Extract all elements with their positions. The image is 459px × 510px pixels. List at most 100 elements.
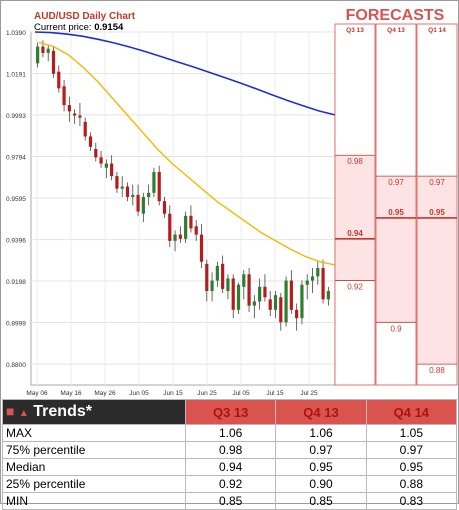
candle-body	[184, 215, 188, 239]
candle-body	[189, 215, 193, 229]
table-cell: 0.85	[275, 492, 367, 510]
table-cell: 0.97	[365, 441, 458, 459]
forecast-value-label: 0.95	[429, 208, 445, 217]
candle-body	[141, 197, 145, 214]
forecast-range	[335, 155, 375, 281]
trends-title: ■ ▲ Trends*	[2, 399, 186, 425]
candle-body	[125, 186, 130, 198]
candle-body	[115, 176, 119, 189]
forecast-value-label: 0.94	[347, 229, 363, 238]
candle-body	[136, 194, 140, 212]
y-tick-label: 0.9595	[6, 196, 26, 203]
x-tick-label: Jul 15	[266, 390, 284, 397]
forecasts-title: FORECASTS	[346, 7, 445, 24]
candle-body	[83, 121, 87, 137]
y-tick-label: 0.9198	[6, 279, 26, 286]
y-tick-label: 0.9993	[6, 113, 26, 120]
x-tick-label: May 06	[26, 390, 48, 397]
forecast-column-header: Q3 13	[346, 27, 364, 34]
forecast-value-label: 0.97	[429, 178, 445, 187]
candle-body	[173, 234, 177, 241]
candle-body	[305, 280, 309, 285]
trends-table: ■ ▲ Trends* Q3 13 Q4 13 Q4 14 MAX 1.06 1.06 1.0…	[2, 399, 458, 510]
candle-body	[178, 234, 182, 239]
y-tick-label: 0.8999	[6, 321, 26, 328]
y-tick-label: 1.0191	[6, 72, 26, 79]
row-label: MAX	[2, 424, 186, 442]
candle-body	[36, 46, 40, 64]
x-tick-label: May 26	[94, 390, 116, 397]
table-cell: 0.94	[184, 458, 277, 476]
y-tick-label: 0.9794	[6, 154, 26, 161]
y-tick-label: 0.9396	[6, 238, 26, 245]
table-cell: 0.95	[275, 458, 367, 476]
candle-body	[147, 192, 151, 198]
candle-body	[162, 201, 167, 214]
candle-body	[73, 113, 77, 116]
table-cell: 0.95	[365, 458, 458, 476]
candle-body	[215, 265, 219, 281]
table-cell: 1.05	[365, 424, 458, 442]
y-tick-label: 1.0390	[6, 30, 26, 37]
table-row: 75% percentile 0.98 0.97 0.97	[2, 441, 458, 459]
row-label: 25% percentile	[2, 475, 186, 493]
x-tick-label: Jun 05	[129, 390, 149, 397]
trends-title-text: Trends*	[33, 402, 92, 420]
current-price: Current price: 0.9154	[34, 22, 124, 33]
table-cell: 1.06	[275, 424, 367, 442]
candle-body	[258, 286, 262, 302]
forecast-value-label: 0.88	[429, 366, 445, 375]
table-cell: 0.98	[184, 441, 277, 459]
candle-body	[99, 157, 103, 164]
candle-body	[310, 276, 315, 281]
table-cell: 0.92	[184, 475, 277, 493]
moving-average-long-line	[34, 31, 336, 116]
candle-body	[242, 274, 246, 287]
forecast-column-header: Q1 14	[428, 27, 446, 34]
candle-body	[300, 284, 304, 319]
candle-body	[236, 284, 241, 310]
candle-body	[263, 286, 267, 298]
candle-body	[279, 297, 283, 323]
candle-body	[252, 301, 256, 306]
current-price-label: Current price:	[34, 22, 92, 33]
trends-column-header: Q3 13	[184, 399, 277, 425]
trends-column-header: Q4 13	[275, 399, 367, 425]
table-row: MAX 1.06 1.06 1.05	[2, 424, 458, 442]
candle-body	[168, 213, 172, 241]
candle-body	[120, 186, 124, 189]
candle-body	[247, 274, 251, 306]
table-cell: 0.97	[275, 441, 367, 459]
candle-body	[157, 171, 161, 202]
candle-body	[205, 263, 209, 292]
candle-body	[226, 278, 230, 292]
candle-body	[67, 105, 71, 112]
candle-body	[51, 50, 56, 74]
candle-body	[295, 309, 299, 319]
candle-body	[210, 280, 214, 292]
table-cell: 0.88	[365, 475, 458, 493]
candle-body	[289, 280, 293, 310]
candle-body	[316, 268, 320, 277]
table-row: 25% percentile 0.92 0.90 0.88	[2, 475, 458, 493]
forecast-value-label: 0.92	[347, 283, 363, 292]
table-cell: 0.90	[275, 475, 367, 493]
candle-body	[326, 291, 330, 300]
candle-body	[231, 278, 235, 310]
current-price-value: 0.9154	[94, 22, 124, 33]
forecast-value-label: 0.9	[390, 324, 402, 333]
row-label: MIN	[2, 492, 186, 510]
table-row: MIN 0.85 0.85 0.83	[2, 492, 458, 510]
trends-header-row: ■ ▲ Trends* Q3 13 Q4 13 Q4 14	[2, 399, 458, 425]
y-tick-label: 0.8800	[6, 362, 26, 369]
row-label: 75% percentile	[2, 441, 186, 459]
candle-body	[152, 171, 156, 193]
x-tick-label: Jun 15	[163, 390, 183, 397]
candle-body	[94, 148, 98, 158]
table-cell: 0.83	[365, 492, 458, 510]
candle-body	[284, 280, 288, 323]
candle-body	[221, 263, 225, 289]
candle-body	[62, 86, 66, 106]
candle-body	[110, 163, 114, 177]
candle-body	[273, 295, 278, 310]
